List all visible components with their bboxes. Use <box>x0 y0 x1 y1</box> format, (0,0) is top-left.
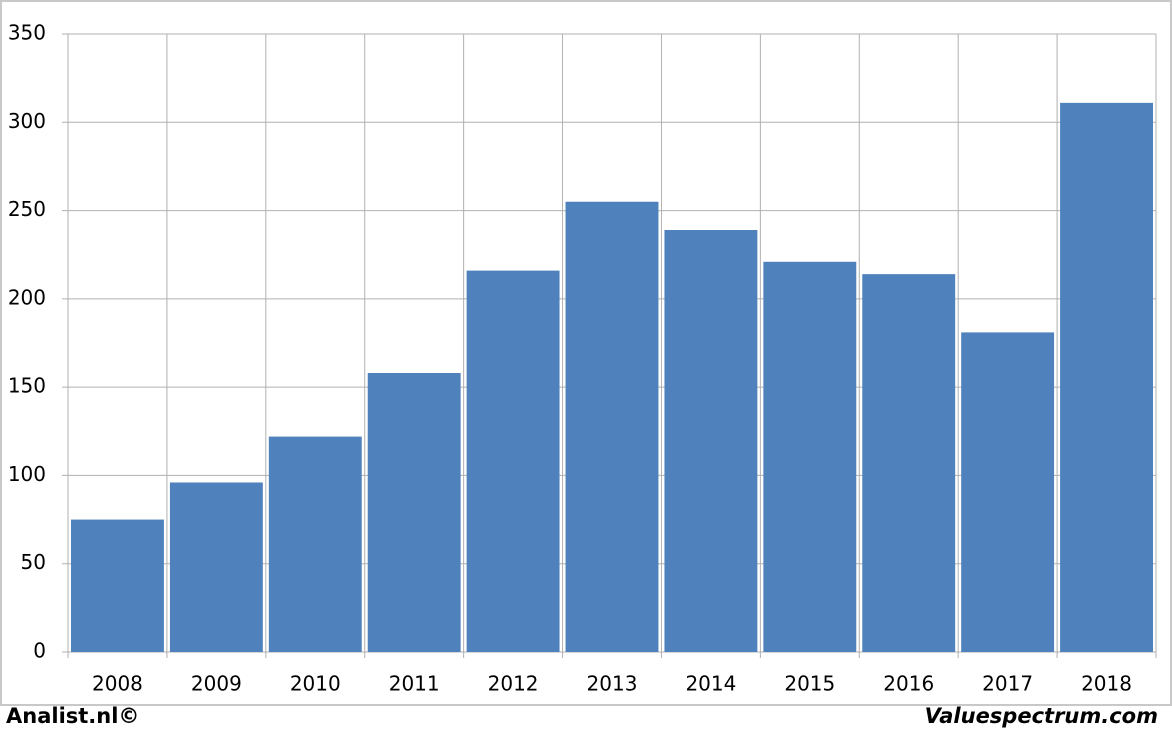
x-tick-label: 2017 <box>982 672 1033 696</box>
y-tick-label: 50 <box>21 550 46 574</box>
y-tick-label: 200 <box>8 285 46 309</box>
bar <box>664 229 758 652</box>
x-tick-label: 2013 <box>587 672 638 696</box>
bar <box>961 332 1055 652</box>
bar <box>763 261 857 652</box>
bar <box>466 270 560 652</box>
bar <box>862 274 956 652</box>
x-tick-label: 2010 <box>290 672 341 696</box>
bar <box>367 373 461 652</box>
x-tick-label: 2014 <box>685 672 736 696</box>
x-tick-label: 2009 <box>191 672 242 696</box>
y-tick-label: 150 <box>8 374 46 398</box>
bar <box>169 482 263 652</box>
x-tick-label: 2015 <box>784 672 835 696</box>
x-tick-label: 2012 <box>488 672 539 696</box>
y-tick-label: 0 <box>33 639 46 663</box>
bar <box>565 201 659 652</box>
footer-left: Analist.nl© <box>6 704 139 728</box>
x-tick-label: 2018 <box>1081 672 1132 696</box>
x-tick-label: 2016 <box>883 672 934 696</box>
bar <box>1060 102 1153 652</box>
y-tick-label: 250 <box>8 197 46 221</box>
y-tick-label: 350 <box>8 21 46 45</box>
y-tick-label: 300 <box>8 109 46 133</box>
bar <box>71 519 164 652</box>
x-tick-label: 2008 <box>92 672 143 696</box>
bar <box>268 436 362 652</box>
footer-right: Valuespectrum.com <box>925 704 1158 728</box>
x-tick-label: 2011 <box>389 672 440 696</box>
y-tick-label: 100 <box>8 462 46 486</box>
